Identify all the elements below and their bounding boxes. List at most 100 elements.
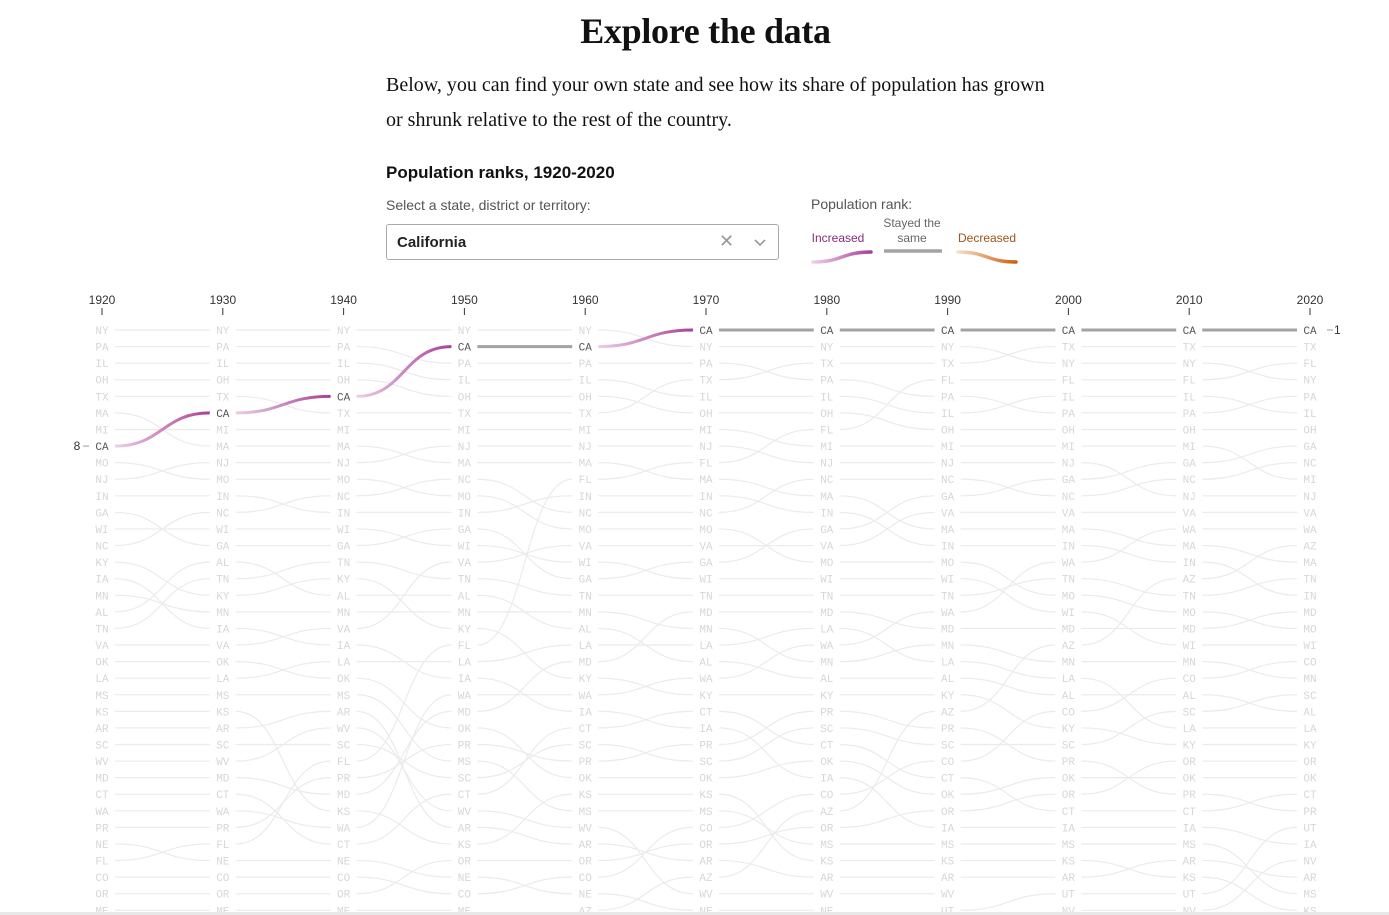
state-line [960,710,1056,762]
state-label: NC [337,492,351,504]
state-label: NC [941,475,955,487]
state-label: VA [1062,508,1076,520]
state-label: OH [699,409,712,421]
state-line [718,528,814,563]
state-label: TN [820,591,833,603]
state-label: AR [820,873,834,885]
state-line [960,561,1056,596]
state-line [356,445,452,464]
state-line [1081,677,1177,712]
highlight-state-label: CA [1062,326,1076,338]
state-label: AL [941,674,954,686]
state-label: NJ [941,459,954,471]
state-label: LA [95,674,109,686]
state-label: NY [337,326,351,338]
state-label: AZ [1062,641,1076,653]
state-label: NJ [699,442,712,454]
state-label: MA [216,442,230,454]
state-line [718,478,814,513]
state-line [356,859,452,878]
state-label: OR [337,890,351,902]
state-label: IA [820,774,834,786]
state-label: WA [941,608,955,620]
state-label: SC [579,741,593,753]
state-label: PR [699,741,713,753]
state-line [1081,478,1177,497]
state-label: GA [1183,459,1197,471]
state-label: OH [1062,425,1075,437]
state-line [1202,561,1298,596]
state-label: GA [1062,475,1076,487]
state-label: OH [1303,425,1316,437]
state-label: IA [95,575,109,587]
state-select[interactable]: California ✕ [386,224,779,260]
state-line [1202,859,1298,911]
state-line [1202,544,1298,580]
state-select-value[interactable]: California [397,234,467,251]
state-label: WA [699,674,713,686]
state-label: AL [1303,707,1316,719]
state-label: AL [1062,691,1075,703]
state-line [598,611,694,663]
state-line [1202,578,1298,596]
state-label: MS [820,840,834,852]
state-line [477,743,573,762]
state-label: MN [820,658,833,670]
state-label: IN [458,508,471,520]
state-line [235,578,331,596]
state-label: NJ [820,459,833,471]
state-line [1081,760,1177,795]
state-line [598,677,694,696]
highlight-state-label: CA [95,442,109,454]
state-line [960,644,1056,663]
state-label: MS [216,691,230,703]
state-label: IL [95,359,108,371]
year-label: 1920 [89,293,116,307]
state-line [356,478,452,497]
state-line [718,627,814,663]
state-label: SC [941,741,955,753]
state-label: NC [216,508,230,520]
state-label: MO [1183,608,1197,620]
state-label: NY [941,343,955,355]
state-label: CO [699,823,713,835]
state-line [718,644,814,679]
state-label: MD [337,790,351,802]
state-label: MN [1303,674,1316,686]
state-label: WA [337,823,351,835]
state-label: PA [941,392,955,404]
state-label: PA [579,359,593,371]
state-label: MA [95,409,109,421]
state-label: MS [699,807,713,819]
state-label: AR [458,823,472,835]
state-line [235,561,331,596]
state-label: OH [458,392,471,404]
state-line [1202,793,1298,812]
state-label: CO [95,873,109,885]
state-label: AR [337,707,351,719]
state-label: PR [458,741,472,753]
state-label: GA [579,575,593,587]
state-label: GA [95,508,109,520]
state-label: TX [941,359,955,371]
state-label: AR [579,840,593,852]
state-label: OK [1183,774,1197,786]
state-label: NC [820,475,834,487]
close-icon[interactable]: ✕ [719,231,735,251]
state-label: MI [216,425,229,437]
state-label: FL [1062,376,1075,388]
chevron-down-icon[interactable] [753,232,767,257]
state-line [477,760,573,812]
state-label: CO [1303,658,1317,670]
state-label: SC [216,741,230,753]
state-line [960,793,1056,812]
start-rank-label: 8 [74,439,81,453]
state-label: NJ [95,475,108,487]
state-label: FL [1303,359,1316,371]
state-label: IL [579,376,592,388]
state-label: PA [820,376,834,388]
state-label: LA [579,641,593,653]
state-label: NE [579,890,593,902]
chart-title: Population ranks, 1920-2020 [386,163,615,182]
state-label: IN [579,492,592,504]
